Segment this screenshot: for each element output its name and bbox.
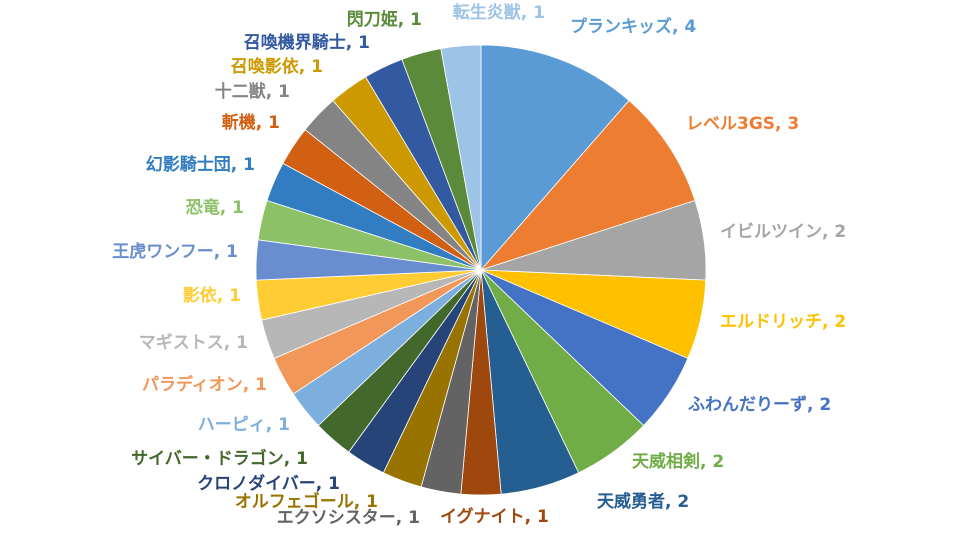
slice-label-14: パラディオン, 1 [142, 374, 267, 395]
pie-slices [255, 44, 707, 496]
pie-slice-2 [479, 99, 696, 271]
slice-label-6: 天威相剣, 2 [632, 451, 724, 472]
slice-label-8: イグナイト, 1 [440, 506, 549, 527]
slice-label-24: 閃刀姫, 1 [347, 9, 422, 30]
slice-label-23: 召喚機界騎士, 1 [244, 32, 370, 53]
pie-slice-1 [480, 44, 630, 272]
slice-label-2: レベル3GS, 3 [686, 114, 799, 134]
slice-label-18: 恐竜, 1 [186, 197, 244, 218]
slice-label-16: 影依, 1 [183, 285, 241, 306]
slice-label-20: 斬機, 1 [222, 112, 280, 133]
slice-label-12: サイバー・ドラゴン, 1 [131, 448, 308, 469]
slice-label-19: 幻影騎士団, 1 [146, 154, 255, 175]
slice-label-11: クロノダイバー, 1 [197, 473, 340, 494]
slice-label-17: 王虎ワンフー, 1 [112, 242, 238, 262]
slice-label-10: オルフェゴール, 1 [235, 491, 378, 512]
slice-label-7: 天威勇者, 2 [597, 491, 689, 512]
pie-slice-25 [440, 44, 482, 271]
slice-label-22: 召喚影依, 1 [231, 56, 323, 77]
slice-label-3: イビルツイン, 2 [720, 222, 846, 242]
slice-label-25: 転生炎獣, 1 [453, 2, 545, 23]
slice-label-9: エクソシスター, 1 [277, 508, 420, 528]
slice-label-21: 十二獣, 1 [215, 81, 290, 102]
slice-label-1: プランキッズ, 4 [570, 16, 696, 37]
slice-label-13: ハーピィ, 1 [198, 415, 290, 435]
slice-labels: プランキッズ, 4 レベル3GS, 3 イビルツイン, 2 エルドリッチ, 2 ふわんだ… [112, 2, 846, 528]
slice-label-5: ふわんだりーず, 2 [688, 395, 831, 415]
slice-label-15: マギストス, 1 [139, 333, 248, 353]
slice-label-4: エルドリッチ, 2 [720, 312, 846, 332]
